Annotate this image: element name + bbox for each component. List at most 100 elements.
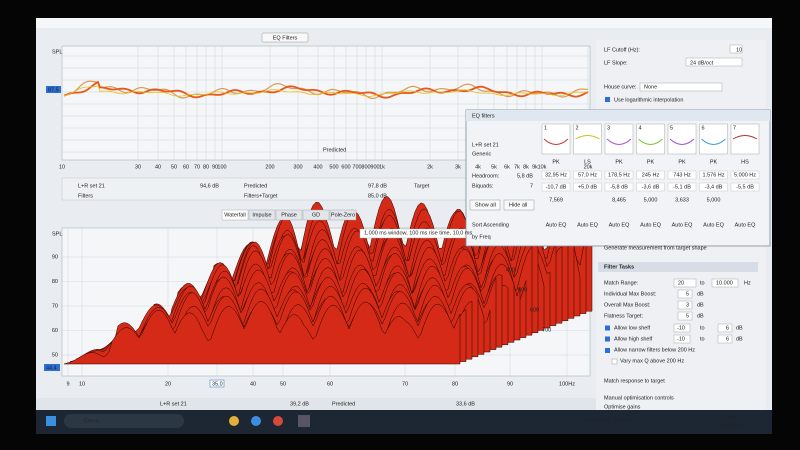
link: Generate measurement from target shape bbox=[604, 245, 707, 251]
tab-label: Impulse bbox=[252, 212, 271, 218]
filter-number: 3 bbox=[607, 125, 610, 131]
app-icon[interactable] bbox=[251, 416, 261, 426]
checkbox[interactable] bbox=[605, 348, 610, 353]
lf-cutoff-field[interactable] bbox=[729, 44, 743, 54]
title-bar bbox=[36, 18, 772, 28]
label: LF Slope: bbox=[604, 60, 628, 66]
tab[interactable] bbox=[329, 209, 357, 221]
filter-mode: Auto EQ bbox=[640, 222, 662, 228]
checkbox[interactable] bbox=[605, 325, 610, 331]
filter-type: PK bbox=[678, 159, 686, 165]
x-tick-label: 5k bbox=[491, 164, 497, 170]
field[interactable] bbox=[677, 311, 693, 321]
x-tick-label: 9 bbox=[66, 381, 69, 387]
tab[interactable] bbox=[221, 209, 249, 221]
filter-icon[interactable] bbox=[541, 123, 571, 155]
field[interactable] bbox=[717, 323, 733, 333]
checkbox[interactable] bbox=[611, 358, 618, 365]
start-button[interactable] bbox=[46, 416, 56, 426]
checkbox[interactable] bbox=[605, 97, 610, 102]
filter-icon[interactable] bbox=[604, 123, 634, 155]
sort-by-select: by Freq bbox=[472, 234, 491, 240]
filter-q: 3,633 bbox=[675, 197, 689, 203]
tab[interactable] bbox=[302, 209, 330, 221]
x-tick-label: 30 bbox=[135, 164, 141, 170]
filter-icon[interactable] bbox=[699, 123, 728, 155]
field[interactable] bbox=[673, 323, 691, 333]
checkbox[interactable] bbox=[605, 336, 610, 342]
field bbox=[667, 170, 697, 180]
value: None bbox=[644, 84, 657, 90]
field bbox=[730, 182, 760, 192]
show-all-button[interactable] bbox=[469, 199, 501, 211]
filter-icon[interactable] bbox=[730, 123, 760, 155]
filter-gain: -3,6 dB bbox=[642, 184, 660, 190]
x-tick-label: 10 bbox=[79, 381, 85, 387]
filter-shape bbox=[701, 138, 726, 145]
legend-entry: 97,8 dB bbox=[368, 183, 387, 189]
filter-gain: -5,8 dB bbox=[610, 184, 628, 190]
unit: dB bbox=[697, 291, 704, 297]
filter-gain: -10,7 dB bbox=[546, 184, 567, 190]
field bbox=[636, 170, 665, 180]
field[interactable] bbox=[677, 300, 693, 310]
x-tick-label: 800 bbox=[361, 164, 370, 170]
field bbox=[730, 170, 760, 180]
value: 20 bbox=[678, 280, 684, 286]
filter-mode: Auto EQ bbox=[609, 222, 631, 228]
field[interactable] bbox=[673, 334, 691, 344]
filter-icon[interactable] bbox=[573, 123, 602, 155]
x-tick-label: 70 bbox=[402, 381, 408, 387]
tab-label: GD bbox=[312, 212, 320, 218]
app-icon[interactable] bbox=[229, 416, 239, 426]
field[interactable] bbox=[677, 289, 693, 299]
field[interactable] bbox=[717, 334, 733, 344]
label: Overall Max Boost: bbox=[604, 302, 651, 308]
y-tick-label: 80 bbox=[52, 279, 58, 285]
filter-icon[interactable] bbox=[636, 123, 665, 155]
house-curve-field[interactable] bbox=[639, 82, 723, 92]
filter-number: 6 bbox=[702, 125, 705, 131]
x-tick-label: 400 bbox=[313, 164, 322, 170]
field bbox=[604, 182, 634, 192]
filter-freq: 5.000 Hz bbox=[734, 172, 756, 178]
app-icon[interactable] bbox=[273, 416, 283, 426]
app-icon[interactable] bbox=[298, 415, 310, 427]
field bbox=[699, 182, 728, 192]
field bbox=[541, 170, 571, 180]
x-tick-label: 8k bbox=[523, 164, 529, 170]
field bbox=[636, 182, 665, 192]
eq-button[interactable] bbox=[261, 32, 309, 43]
time-label: 700 bbox=[542, 327, 551, 333]
tab[interactable] bbox=[275, 209, 303, 221]
x-tick-label: 700 bbox=[352, 164, 361, 170]
x-tick-label: 80 bbox=[452, 381, 458, 387]
field[interactable] bbox=[711, 278, 739, 288]
predicted-curve bbox=[63, 80, 589, 99]
unit: dB bbox=[697, 302, 704, 308]
tab[interactable] bbox=[248, 209, 276, 221]
status-entry: Predicted bbox=[332, 401, 355, 407]
filters-curve bbox=[63, 85, 589, 97]
filter-icon[interactable] bbox=[667, 123, 697, 155]
cursor-label: 35,0 bbox=[212, 381, 223, 387]
sort-select: Sort Ascending bbox=[472, 222, 509, 228]
filter-type: PK bbox=[710, 159, 718, 165]
status-entry: 39,2 dB bbox=[290, 401, 309, 407]
hide-all-button[interactable] bbox=[503, 199, 535, 211]
field[interactable] bbox=[673, 278, 697, 288]
unit: dB bbox=[697, 313, 704, 319]
filter-shape bbox=[638, 138, 663, 145]
eq-window-title-bar bbox=[466, 110, 770, 121]
weather: 21°C Parzial. sereno bbox=[580, 418, 631, 424]
unit: dB bbox=[736, 336, 743, 342]
x-tick-label: 300 bbox=[293, 164, 302, 170]
link: Match response to target bbox=[604, 378, 665, 384]
filter-type: HS bbox=[741, 159, 749, 165]
y-marker: 87,5 bbox=[48, 87, 59, 93]
label: Flatness Target: bbox=[604, 313, 644, 319]
x-tick-label: 900 bbox=[370, 164, 379, 170]
search-box[interactable] bbox=[64, 414, 184, 428]
lf-slope-select[interactable] bbox=[685, 57, 743, 67]
field bbox=[573, 170, 602, 180]
